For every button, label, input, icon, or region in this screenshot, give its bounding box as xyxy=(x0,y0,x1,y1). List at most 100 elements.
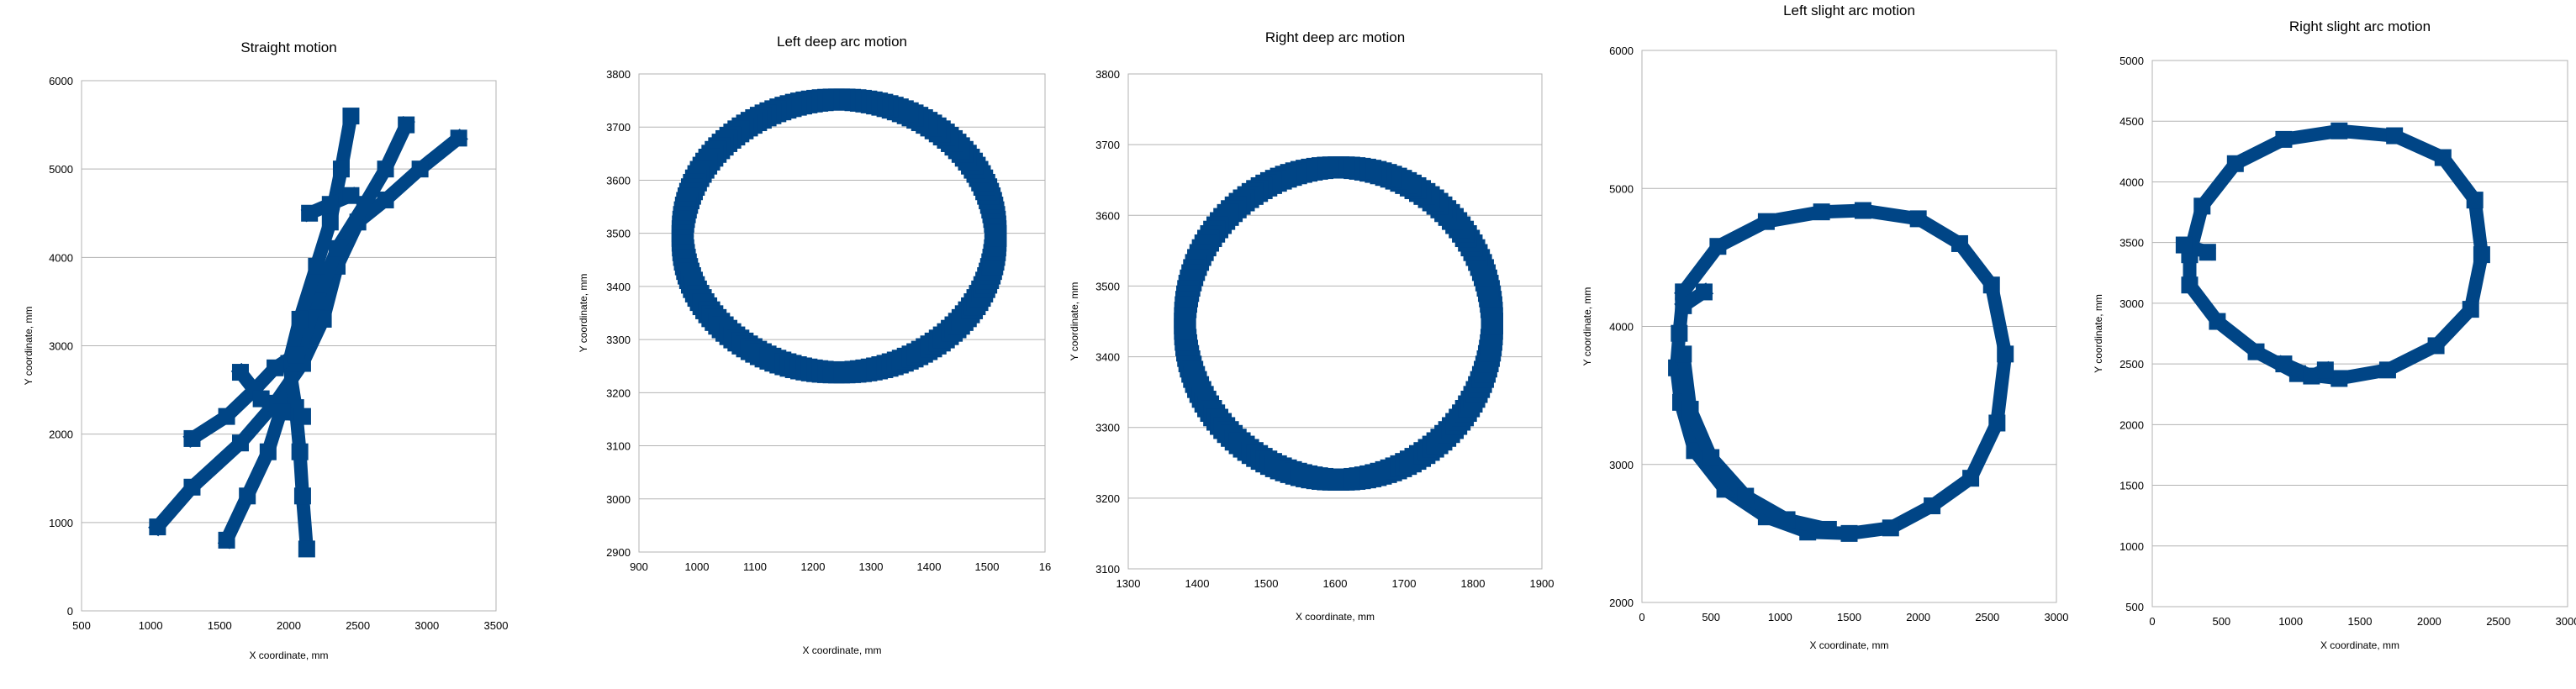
x-tick-label: 0 xyxy=(2149,615,2155,628)
data-point xyxy=(291,443,309,460)
y-tick-label: 5000 xyxy=(49,163,73,176)
x-tick-label: 1800 xyxy=(1461,577,1486,590)
x-tick-label: 1200 xyxy=(801,560,826,573)
data-point xyxy=(293,408,311,425)
x-tick-label: 1500 xyxy=(1254,577,1279,590)
x-axis-label: X coordinate, mm xyxy=(1809,639,1888,651)
data-point xyxy=(231,364,249,381)
data-point xyxy=(1882,519,1899,537)
data-point xyxy=(1481,313,1503,335)
data-point xyxy=(1675,345,1692,363)
data-point xyxy=(2331,370,2348,387)
chart-title: Left slight arc motion xyxy=(1783,3,1915,18)
data-point xyxy=(2473,246,2490,264)
data-point xyxy=(2247,343,2265,360)
y-tick-label: 3700 xyxy=(1095,139,1120,151)
data-point xyxy=(1778,511,1796,529)
y-tick-label: 3700 xyxy=(606,121,631,134)
x-axis-label: X coordinate, mm xyxy=(1296,611,1375,623)
series-trace xyxy=(217,115,415,550)
data-point xyxy=(411,160,429,178)
series-2 xyxy=(1675,345,1837,538)
series-3 xyxy=(1674,282,1714,315)
y-tick-label: 2000 xyxy=(49,429,73,441)
x-tick-label: 1100 xyxy=(743,560,767,573)
data-point xyxy=(1686,442,1703,460)
data-point xyxy=(329,239,346,257)
data-point xyxy=(377,191,394,208)
data-point xyxy=(2427,337,2445,355)
y-axis-label: Y coordinate, mm xyxy=(23,307,34,386)
data-point xyxy=(1813,203,1830,221)
plot-frame xyxy=(1127,73,1543,570)
y-tick-label: 500 xyxy=(2125,601,2144,613)
x-tick-label: 3000 xyxy=(414,619,439,632)
data-point xyxy=(2331,122,2348,139)
y-tick-label: 0 xyxy=(67,605,73,618)
y-tick-label: 3800 xyxy=(1095,68,1120,81)
y-tick-label: 2000 xyxy=(1609,597,1634,609)
data-point xyxy=(1737,487,1755,505)
x-tick-label: 1300 xyxy=(1116,577,1141,590)
x-tick-label: 1400 xyxy=(917,560,942,573)
x-tick-label: 2000 xyxy=(277,619,301,632)
data-point xyxy=(2378,361,2396,379)
series-1 xyxy=(1174,156,1503,491)
x-tick-label: 0 xyxy=(1639,611,1644,623)
data-point xyxy=(1997,345,2014,363)
x-tick-label: 1500 xyxy=(1837,611,1861,623)
data-point xyxy=(2466,192,2484,209)
y-tick-label: 3500 xyxy=(2119,237,2144,250)
y-axis-label: Y coordinate, mm xyxy=(578,274,589,353)
chart-title: Left deep arc motion xyxy=(777,34,907,50)
plot-frame xyxy=(1641,50,2057,603)
y-tick-label: 3000 xyxy=(2119,297,2144,310)
y-tick-label: 3300 xyxy=(1095,422,1120,434)
y-tick-label: 2500 xyxy=(2119,358,2144,371)
series-1 xyxy=(1668,202,2014,542)
series-6 xyxy=(300,187,360,223)
y-tick-label: 3500 xyxy=(606,228,631,240)
data-point xyxy=(2199,244,2216,261)
y-tick-label: 4500 xyxy=(2119,115,2144,128)
data-point xyxy=(332,160,350,178)
y-tick-label: 4000 xyxy=(49,251,73,264)
x-tick-label: 2000 xyxy=(2417,615,2441,628)
y-tick-label: 6000 xyxy=(49,75,73,87)
data-point xyxy=(183,478,201,496)
data-point xyxy=(239,487,256,505)
data-point xyxy=(218,408,235,425)
data-point xyxy=(287,346,304,364)
x-axis-label: X coordinate, mm xyxy=(2320,639,2399,651)
y-tick-label: 6000 xyxy=(1609,45,1634,57)
data-point xyxy=(450,129,467,147)
plot-frame xyxy=(81,80,497,612)
x-tick-label: 1600 xyxy=(1323,577,1348,590)
data-point xyxy=(1988,414,2006,432)
y-tick-label: 3000 xyxy=(606,493,631,506)
data-point xyxy=(1840,524,1858,542)
data-point xyxy=(1909,210,1927,228)
y-tick-label: 1500 xyxy=(2119,480,2144,492)
series-3 xyxy=(2274,355,2335,385)
chart-5: 500 1000 1500 2000 2500 3000 3500 4000 4500 5000 0… xyxy=(2093,18,2576,651)
data-point xyxy=(2316,361,2334,379)
chart-title: Right slight arc motion xyxy=(2289,18,2431,34)
data-point xyxy=(2193,197,2211,215)
x-tick-label: 1000 xyxy=(2278,615,2303,628)
x-tick-label: 1900 xyxy=(1530,577,1555,590)
data-point xyxy=(1924,497,1941,515)
data-point xyxy=(984,224,1007,247)
data-point xyxy=(321,213,339,231)
x-tick-label: 3000 xyxy=(2045,611,2069,623)
data-point xyxy=(342,187,360,204)
data-point xyxy=(2181,276,2199,294)
y-tick-label: 3200 xyxy=(606,387,631,399)
x-tick-label: 2500 xyxy=(1975,611,1999,623)
data-point xyxy=(314,310,332,328)
data-point xyxy=(342,108,360,125)
plot-frame xyxy=(638,73,1046,553)
y-tick-label: 3000 xyxy=(1609,459,1634,471)
x-tick-label: 1000 xyxy=(1768,611,1792,623)
y-tick-label: 3600 xyxy=(1095,209,1120,222)
